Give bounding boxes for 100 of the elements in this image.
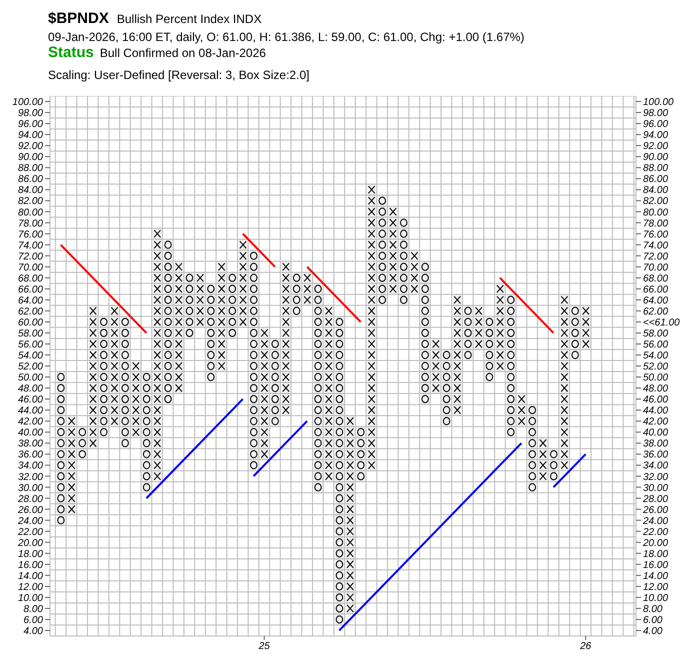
y-tick-label: 38.00	[18, 438, 44, 450]
y-tick-label: 96.00	[18, 119, 44, 130]
y-tick-label: 62.00	[18, 306, 44, 318]
y2-tick-label: 6.00	[643, 615, 663, 626]
y2-tick-label: 86.00	[643, 174, 668, 186]
x-tick-label: 26	[579, 641, 592, 652]
y-tick-label: 30.00	[18, 482, 44, 494]
y-tick-label: 74.00	[18, 240, 44, 252]
y-tick-label: 56.00	[18, 340, 44, 351]
text: Scaling: User-Defined [Reversal: 3, Box Size:2.0]	[48, 68, 310, 82]
text: Bull Confirmed on 08-Jan-2026	[100, 46, 266, 60]
y2-tick-label: 78.00	[643, 218, 668, 230]
y2-tick-label: 42.00	[643, 416, 668, 428]
y2-tick-label: 66.00	[643, 284, 668, 296]
y-tick-label: 68.00	[18, 273, 44, 284]
y2-tick-label: 74.00	[643, 240, 668, 252]
y-tick-label: 44.00	[18, 406, 44, 417]
y2-tick-label: 100.00	[643, 97, 674, 108]
y-tick-label: 88.00	[18, 163, 44, 174]
y-tick-label: 98.00	[18, 108, 44, 120]
y-tick-label: 70.00	[18, 262, 44, 274]
y-tick-label: 24.00	[16, 516, 44, 527]
y2-tick-label: 70.00	[643, 262, 668, 274]
y2-tick-label: 76.00	[643, 229, 668, 240]
y-tick-label: 18.00	[18, 548, 44, 560]
text: Status	[48, 44, 94, 61]
y-tick-label: 78.00	[18, 218, 44, 230]
y-tick-label: 60.00	[18, 317, 44, 328]
y2-tick-label: 36.00	[643, 450, 668, 461]
y-tick-label: 84.00	[18, 185, 44, 196]
y-tick-label: 8.00	[24, 604, 44, 615]
y2-tick-label: 80.00	[643, 207, 668, 218]
y-tick-label: 100.00	[12, 97, 44, 108]
y-tick-label: 48.00	[18, 384, 44, 395]
y2-tick-label: 12.00	[643, 582, 668, 593]
x-tick-label: 25	[258, 641, 270, 652]
y-tick-label: 22.00	[16, 526, 44, 538]
y-tick-label: 32.00	[18, 472, 44, 483]
y2-tick-label: 84.00	[643, 185, 668, 196]
y2-tick-label: 8.00	[643, 604, 663, 615]
y-tick-label: 26.00	[16, 504, 44, 516]
y2-tick-label: 24.00	[642, 516, 668, 527]
y2-tick-label: 4.00	[643, 626, 663, 638]
y2-tick-label: 62.00	[643, 306, 668, 318]
y2-tick-label: 94.00	[643, 130, 668, 142]
y-tick-label: 76.00	[18, 229, 44, 240]
y2-tick-label: 32.00	[643, 472, 668, 483]
y-tick-label: 46.00	[18, 394, 44, 406]
y-tick-label: 36.00	[18, 450, 44, 461]
y2-tick-label: 34.00	[643, 460, 668, 472]
y2-tick-label: 58.00	[643, 328, 668, 340]
y-tick-label: 40.00	[18, 428, 44, 439]
y-tick-label: 64.00	[18, 295, 44, 306]
text: 09-Jan-2026, 16:00 ET, daily, O: 61.00, H: 61.386, L: 59.00, C: 61.00, Chg: +1.00 (1.67%)	[48, 30, 526, 44]
y2-tick-label: 10.00	[643, 592, 668, 604]
y2-tick-label: 30.00	[643, 482, 668, 494]
y2-tick-label: 92.00	[643, 141, 668, 152]
chart-title: $BPNDX	[48, 10, 109, 27]
y-tick-label: 66.00	[18, 284, 44, 296]
y-tick-label: 20.00	[16, 538, 44, 549]
y2-tick-label: 20.00	[642, 538, 668, 549]
chart-subtitle: Bullish Percent Index INDX	[116, 12, 262, 26]
y-tick-label: 6.00	[24, 615, 44, 626]
y2-tick-label: 98.00	[643, 108, 668, 120]
y-tick-label: 82.00	[18, 196, 44, 208]
y-tick-label: 86.00	[18, 174, 44, 186]
y2-tick-label: 16.00	[643, 560, 668, 571]
y-tick-label: 16.00	[18, 560, 44, 571]
y-tick-label: 12.00	[18, 582, 44, 593]
y2-tick-label: <<61.00	[643, 317, 680, 328]
y-tick-label: 80.00	[18, 207, 44, 218]
y2-tick-label: 54.00	[643, 350, 668, 362]
y2-tick-label: 88.00	[643, 163, 668, 174]
y2-tick-label: 26.00	[642, 504, 668, 516]
y-tick-label: 34.00	[18, 460, 44, 472]
y2-tick-label: 28.00	[642, 494, 668, 505]
y-tick-label: 50.00	[18, 372, 44, 384]
y-tick-label: 72.00	[18, 251, 44, 262]
y-tick-label: 90.00	[18, 152, 44, 164]
y2-tick-label: 82.00	[643, 196, 668, 208]
y-tick-label: 42.00	[18, 416, 44, 428]
y2-tick-label: 44.00	[643, 406, 668, 417]
y2-tick-label: 52.00	[643, 362, 668, 373]
y2-tick-label: 72.00	[643, 251, 668, 262]
y2-tick-label: 22.00	[642, 526, 668, 538]
y-tick-label: 14.00	[18, 570, 44, 582]
y-tick-label: 92.00	[18, 141, 44, 152]
y2-tick-label: 68.00	[643, 273, 668, 284]
y-tick-label: 52.00	[18, 362, 44, 373]
y2-tick-label: 56.00	[643, 340, 668, 351]
y-tick-label: 94.00	[18, 130, 44, 142]
y2-tick-label: 50.00	[643, 372, 668, 384]
y-tick-label: 4.00	[24, 626, 44, 638]
y2-tick-label: 64.00	[643, 295, 668, 306]
y2-tick-label: 38.00	[643, 438, 668, 450]
y-tick-label: 28.00	[16, 494, 44, 505]
y2-tick-label: 14.00	[643, 570, 668, 582]
y-tick-label: 10.00	[18, 592, 44, 604]
y2-tick-label: 90.00	[643, 152, 668, 164]
y2-tick-label: 96.00	[643, 119, 668, 130]
